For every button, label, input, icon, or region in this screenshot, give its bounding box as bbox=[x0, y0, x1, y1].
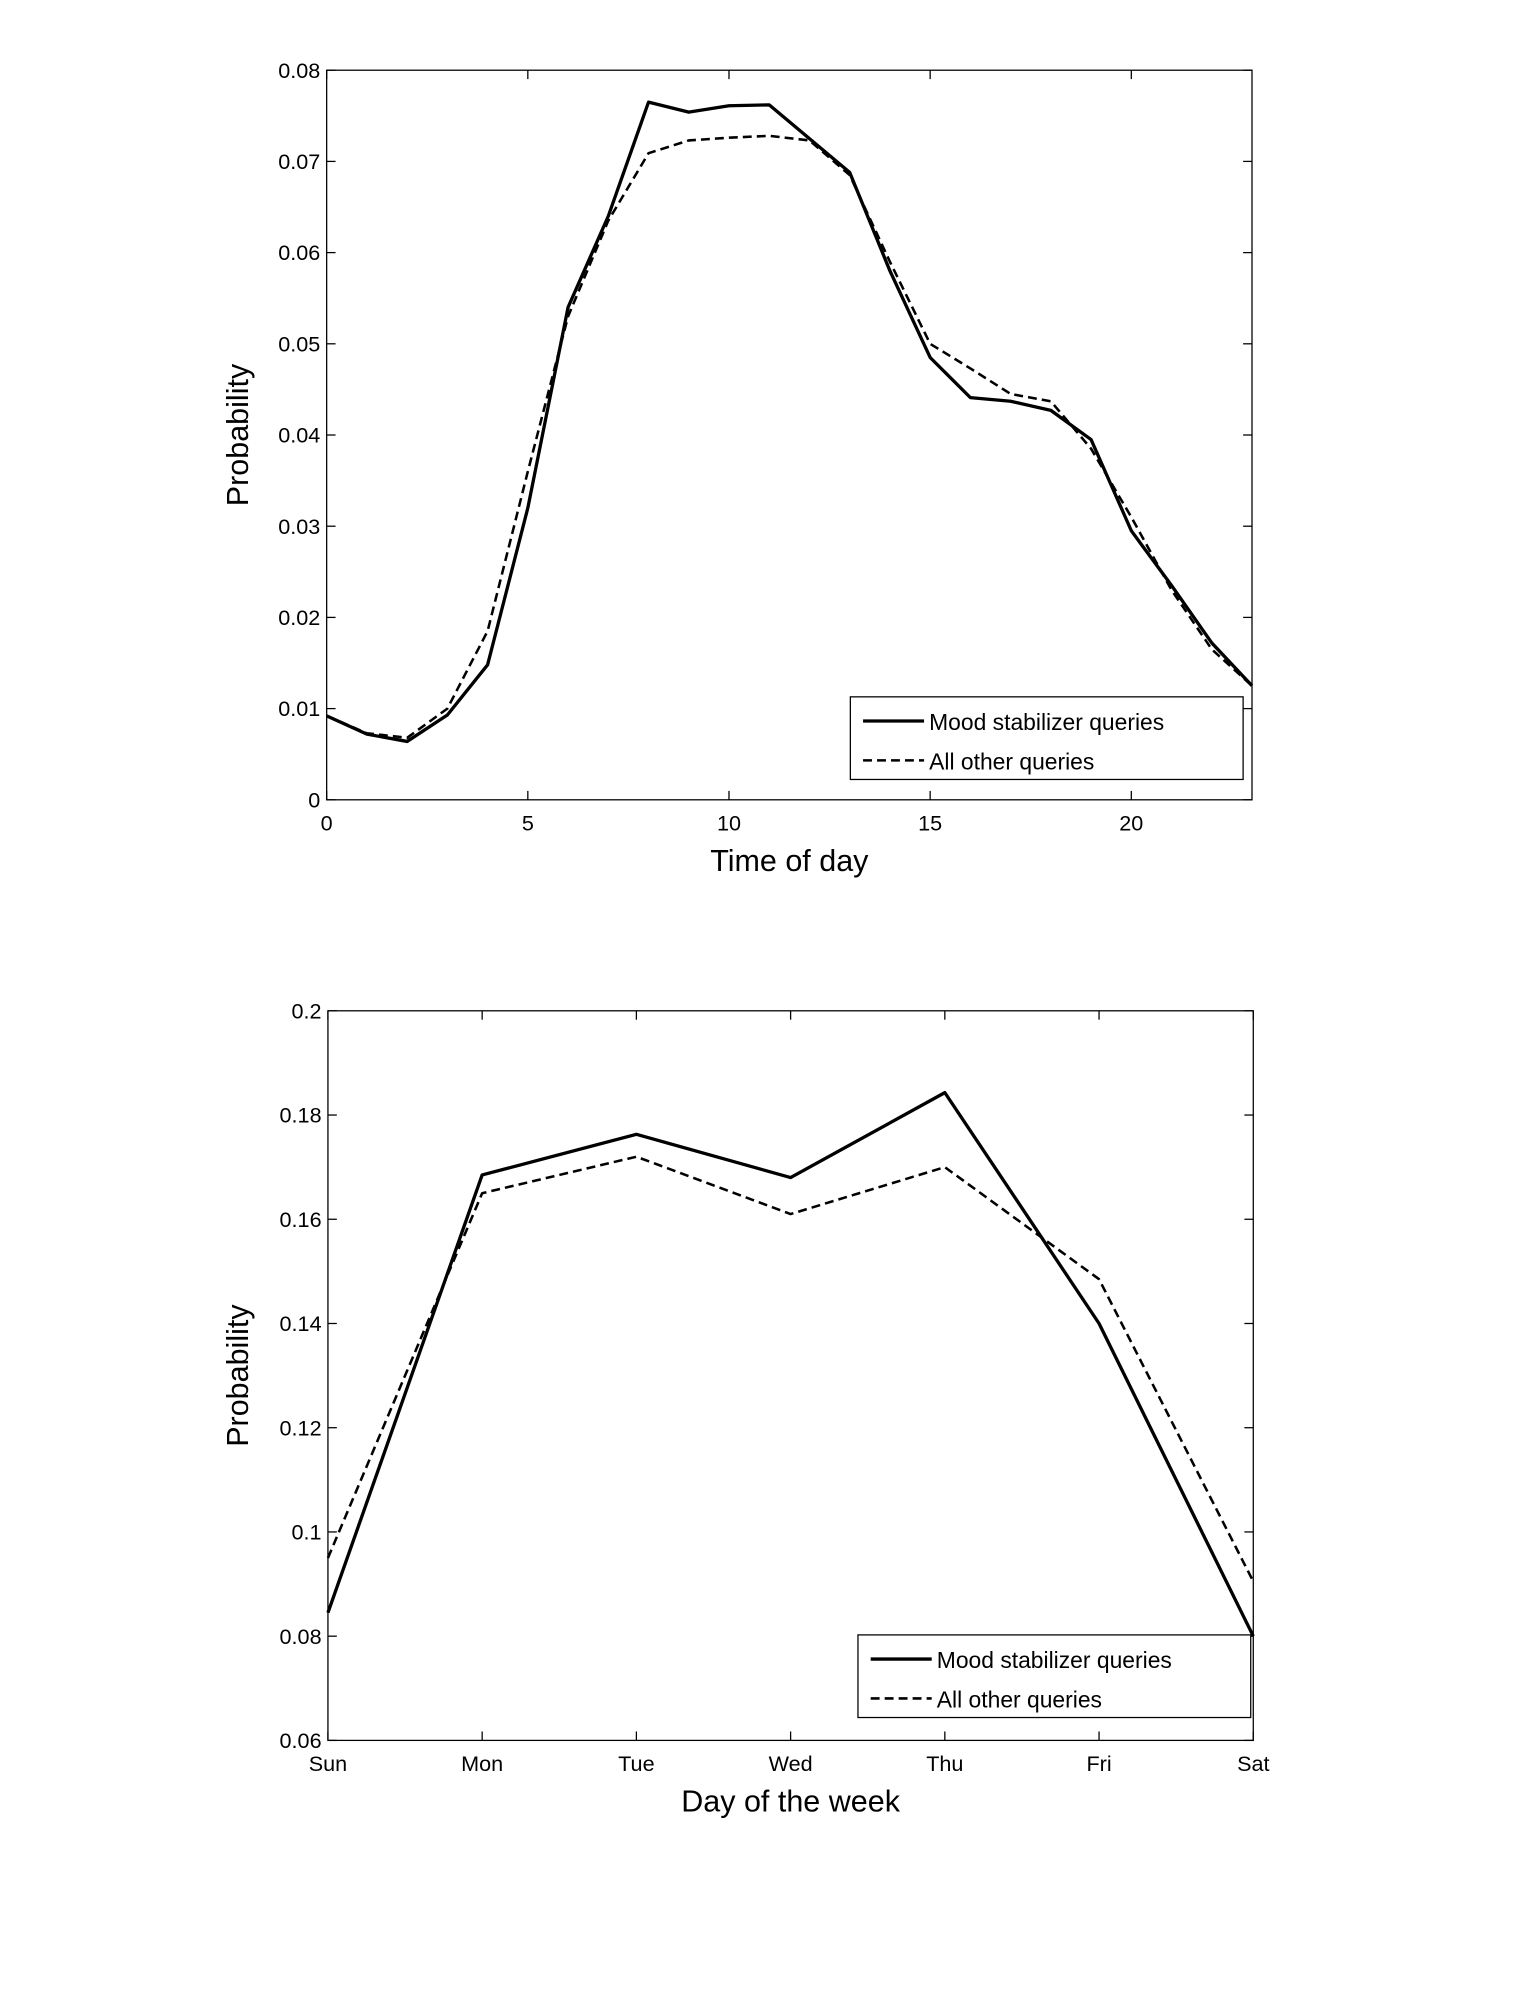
x-tick-label: Wed bbox=[769, 1751, 813, 1776]
y-tick-label: 0.12 bbox=[280, 1415, 322, 1440]
mood-stabilizer-line bbox=[326, 1090, 1255, 1637]
y-tick-label: 0.2 bbox=[292, 998, 322, 1023]
x-tick-label: Thu bbox=[926, 1751, 963, 1776]
y-tick-label: 0.06 bbox=[278, 240, 320, 265]
all-other-queries-line bbox=[326, 134, 1253, 740]
x-tick-label: Tue bbox=[618, 1751, 654, 1776]
y-tick-label: 0.04 bbox=[278, 423, 320, 448]
x-tick-label: 10 bbox=[717, 810, 741, 835]
y-tick-label: 0.05 bbox=[278, 331, 320, 356]
x-tick-label: Fri bbox=[1086, 1751, 1111, 1776]
y-axis-label: Probability bbox=[221, 1304, 255, 1447]
y-tick-label: 0.02 bbox=[278, 605, 320, 630]
plot-area bbox=[326, 69, 1253, 801]
y-tick-label: 0.08 bbox=[280, 1624, 322, 1649]
all-other-queries-line bbox=[326, 1155, 1255, 1583]
mood-stabilizer-line bbox=[325, 100, 1254, 744]
legend: Mood stabilizer queries All other queries bbox=[849, 696, 1244, 781]
x-tick-label: Mon bbox=[461, 1751, 503, 1776]
day-of-week-chart: 0.06 0.08 0.1 0.12 0.14 0.16 0.18 0.2 Sun Mon Tue W… bbox=[221, 998, 1270, 1818]
x-tick-label: 0 bbox=[321, 810, 333, 835]
y-tick-label: 0.18 bbox=[280, 1103, 322, 1128]
y-tick-label: 0.16 bbox=[280, 1207, 322, 1232]
x-tick-label: Sun bbox=[309, 1751, 347, 1776]
x-axis-label: Time of day bbox=[710, 844, 869, 878]
y-tick-label: 0.1 bbox=[292, 1520, 322, 1545]
legend-label: All other queries bbox=[929, 748, 1094, 774]
legend-box bbox=[849, 696, 1244, 781]
y-tick-label: 0.03 bbox=[278, 514, 320, 539]
x-axis-label: Day of the week bbox=[681, 1785, 900, 1819]
x-tick-label: Sat bbox=[1237, 1751, 1269, 1776]
legend-box bbox=[857, 1634, 1252, 1719]
legend-label: Mood stabilizer queries bbox=[929, 709, 1164, 735]
legend-label: All other queries bbox=[937, 1686, 1102, 1712]
legend: Mood stabilizer queries All other queries bbox=[857, 1634, 1252, 1719]
y-tick-label: 0.06 bbox=[280, 1728, 322, 1753]
y-tick-label: 0.01 bbox=[278, 696, 320, 721]
plot-area bbox=[327, 1010, 1254, 1742]
y-axis-label: Probability bbox=[221, 363, 255, 506]
y-tick-label: 0 bbox=[308, 787, 320, 812]
time-of-day-chart: 0 0.01 0.02 0.03 0.04 0.05 0.06 0.07 0.08 0 5 10 15 2… bbox=[221, 58, 1254, 878]
legend-label: Mood stabilizer queries bbox=[937, 1647, 1172, 1673]
y-tick-label: 0.14 bbox=[280, 1311, 322, 1336]
x-tick-label: 5 bbox=[522, 810, 534, 835]
y-tick-label: 0.07 bbox=[278, 149, 320, 174]
x-tick-label: 20 bbox=[1119, 810, 1143, 835]
y-tick-label: 0.08 bbox=[278, 58, 320, 83]
x-tick-label: 15 bbox=[918, 810, 942, 835]
